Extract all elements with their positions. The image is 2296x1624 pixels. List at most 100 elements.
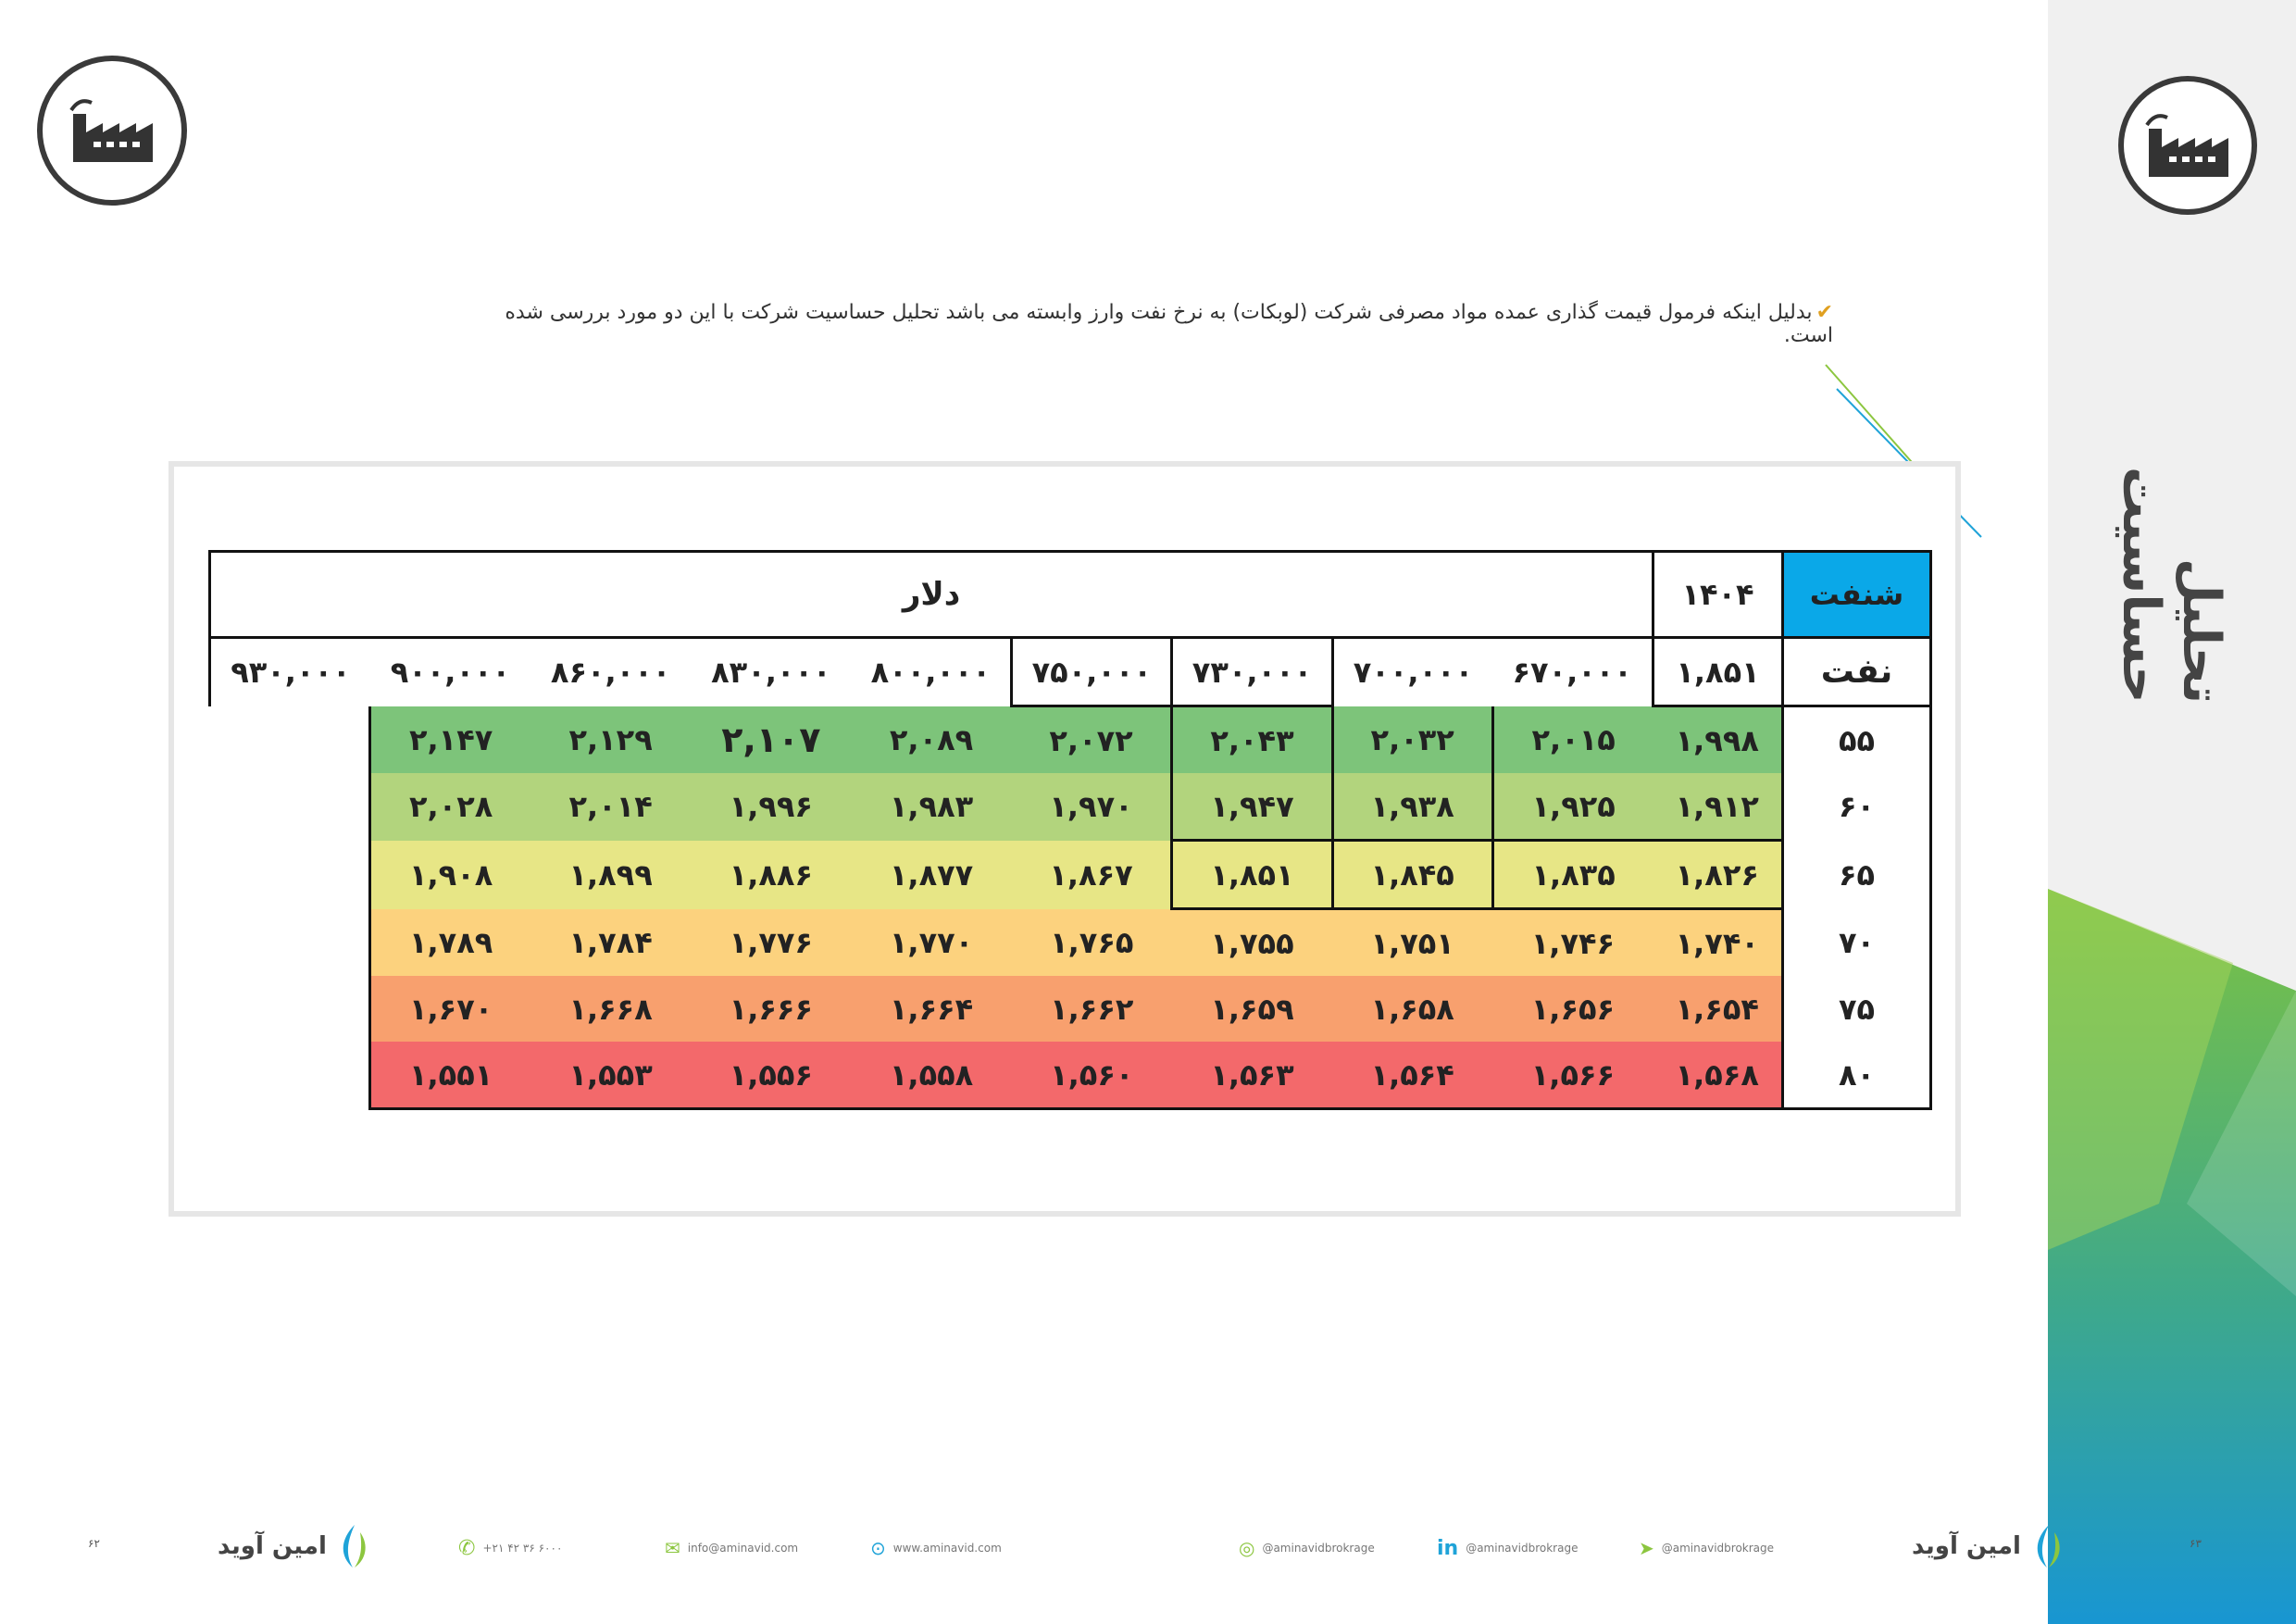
sensitivity-table: شنفت ۱۴۰۴ دلار نفت ۱,۸۵۱ ۶۷۰,۰۰۰ ۷۰۰,۰۰۰…	[207, 550, 1932, 1110]
telegram-contact: ➤ @aminavidbrokrage	[1639, 1537, 1774, 1559]
base-value-cell: ۱,۸۵۱	[1652, 636, 1784, 707]
check-icon: ✔	[1816, 301, 1833, 324]
linkedin-icon: in	[1437, 1536, 1459, 1560]
table-row: ۶۰ ۱,۹۱۲ ۱,۹۲۵ ۱,۹۳۸ ۱,۹۴۷ ۱,۹۷۰ ۱,۹۸۳ ۱,۹۹۶ ۲,۰…	[210, 773, 1932, 841]
instagram-contact: ◎ @aminavidbrokrage	[1239, 1537, 1375, 1559]
table-cell: ۱,۵۶۸	[1653, 1042, 1783, 1110]
table-cell: ۱,۶۶۴	[851, 976, 1012, 1042]
table-cell: ۱,۷۴۰	[1653, 908, 1783, 976]
table-cell: ۱,۸۲۶	[1653, 839, 1784, 910]
section-title: تحلیل حساسیت	[2111, 467, 2231, 704]
factory-icon	[2145, 114, 2228, 177]
phone-text: +۲۱ ۴۲ ۳۶ ۶۰۰۰	[482, 1542, 563, 1555]
table-cell: ۱,۷۸۴	[530, 908, 692, 976]
table-cell: ۱,۷۷۰	[851, 908, 1012, 976]
mail-icon: ✉	[665, 1537, 680, 1559]
column-header-row: نفت ۱,۸۵۱ ۶۷۰,۰۰۰ ۷۰۰,۰۰۰ ۷۳۰,۰۰۰ ۷۵۰,۰۰…	[207, 636, 1932, 707]
column-header: ۹۳۰,۰۰۰	[207, 636, 370, 706]
phone-icon: ✆	[458, 1536, 476, 1560]
table-cell: ۱,۹۸۳	[851, 773, 1012, 841]
table-cell: ۱,۸۸۶	[691, 840, 852, 909]
brand-name: امین آوید	[218, 1532, 327, 1560]
column-header: ۷۰۰,۰۰۰	[1332, 636, 1493, 706]
table-cell: ۲,۰۴۳	[1170, 706, 1334, 773]
table-cell: ۱,۹۱۲	[1653, 773, 1783, 841]
table-cell: ۱,۹۳۸	[1330, 773, 1494, 841]
table-header-row: شنفت ۱۴۰۴ دلار	[208, 550, 1932, 639]
brand-logo-left: امین آوید	[218, 1523, 371, 1569]
table-cell: ۱,۹۹۸	[1653, 706, 1783, 773]
year-cell: ۱۴۰۴	[1652, 550, 1784, 639]
mouse-icon: ⊙	[870, 1537, 886, 1559]
table-cell: ۱,۶۵۶	[1492, 976, 1653, 1042]
page-number-right: ۶۳	[2190, 1537, 2202, 1550]
phone-contact: ✆ +۲۱ ۴۲ ۳۶ ۶۰۰۰	[458, 1536, 563, 1560]
table-cell: ۱,۷۵۵	[1171, 908, 1333, 976]
table-cell: ۱,۸۳۵	[1492, 839, 1653, 910]
table-cell: ۱,۵۵۶	[691, 1042, 852, 1110]
table-row: ۶۵ ۱,۸۲۶ ۱,۸۳۵ ۱,۸۴۵ ۱,۸۵۱ ۱,۸۶۷ ۱,۸۷۷ ۱,۸۸۶ ۱,۸…	[210, 839, 1932, 910]
brand-icon	[2037, 1525, 2060, 1568]
telegram-text[interactable]: @aminavidbrokrage	[1661, 1542, 1775, 1555]
table-cell: ۱,۸۷۷	[851, 840, 1012, 909]
column-header: ۸۰۰,۰۰۰	[851, 636, 1012, 706]
column-header: ۸۶۰,۰۰۰	[530, 636, 692, 706]
intro-paragraph: ✔بدلیل اینکه فرمول قیمت گذاری عمده مواد …	[491, 301, 1833, 347]
table-cell: ۱,۵۵۸	[851, 1042, 1012, 1110]
column-group-label: دلار	[208, 550, 1654, 639]
page-number-left: ۶۲	[88, 1537, 100, 1550]
table-cell: ۲,۱۲۹	[530, 706, 692, 773]
table-cell: ۱,۵۵۱	[368, 1042, 530, 1110]
linkedin-contact: in @aminavidbrokrage	[1437, 1536, 1578, 1560]
table-cell: ۲,۰۳۲	[1330, 706, 1494, 773]
table-row: ۵۵ ۱,۹۹۸ ۲,۰۱۵ ۲,۰۳۲ ۲,۰۴۳ ۲,۰۷۲ ۲,۰۸۹ ۲,۱۰۷ ۲,۱…	[210, 705, 1932, 773]
brand-logo-right: امین آوید	[1912, 1523, 2065, 1569]
table-cell: ۲,۰۸۹	[851, 706, 1012, 773]
table-cell: ۲,۰۲۸	[368, 773, 530, 841]
sidebar-gradient-decoration	[2048, 889, 2296, 1624]
table-cell: ۱,۷۵۱	[1332, 908, 1493, 976]
brand-name: امین آوید	[1912, 1532, 2021, 1560]
row-label: ۸۰	[1781, 1042, 1932, 1110]
table-cell: ۱,۵۶۶	[1492, 1042, 1653, 1110]
instagram-text[interactable]: @aminavidbrokrage	[1262, 1542, 1375, 1555]
instagram-icon: ◎	[1239, 1537, 1255, 1559]
table-cell: ۱,۶۶۶	[691, 976, 852, 1042]
row-label: ۷۰	[1781, 908, 1932, 976]
table-cell: ۱,۶۶۸	[530, 976, 692, 1042]
column-header: ۸۳۰,۰۰۰	[691, 636, 852, 706]
table-cell: ۱,۸۹۹	[530, 840, 692, 909]
table-cell: ۱,۸۴۵	[1330, 839, 1494, 910]
website-text[interactable]: www.aminavid.com	[892, 1542, 1002, 1555]
factory-logo-right	[2118, 76, 2257, 215]
row-label: ۶۰	[1781, 773, 1932, 841]
row-label: ۵۵	[1781, 705, 1932, 773]
table-cell: ۱,۵۵۳	[530, 1042, 692, 1110]
table-cell: ۱,۶۷۰	[368, 976, 530, 1042]
row-group-label: نفت	[1781, 636, 1932, 707]
table-cell: ۱,۹۹۶	[691, 773, 852, 841]
factory-logo-left	[37, 56, 187, 206]
website-contact: ⊙ www.aminavid.com	[870, 1537, 1002, 1559]
table-cell: ۲,۰۱۵	[1492, 706, 1653, 773]
table-cell: ۲,۰۷۲	[1011, 706, 1172, 773]
table-cell: ۱,۶۵۴	[1653, 976, 1783, 1042]
brand-icon	[343, 1525, 366, 1568]
table-row: ۷۵ ۱,۶۵۴ ۱,۶۵۶ ۱,۶۵۸ ۱,۶۵۹ ۱,۶۶۲ ۱,۶۶۴ ۱,۶۶۶ ۱,۶…	[210, 976, 1932, 1042]
factory-icon	[69, 99, 153, 162]
linkedin-text[interactable]: @aminavidbrokrage	[1466, 1542, 1578, 1555]
table-cell: ۱,۵۶۳	[1171, 1042, 1333, 1110]
table-cell: ۱,۹۰۸	[368, 840, 530, 909]
table-cell: ۱,۹۲۵	[1492, 773, 1653, 841]
table-cell: ۱,۹۴۷	[1170, 773, 1334, 841]
table-cell: ۱,۵۶۴	[1332, 1042, 1493, 1110]
table-cell: ۱,۷۴۶	[1492, 908, 1653, 976]
row-label: ۷۵	[1781, 976, 1932, 1042]
email-contact: ✉ info@aminavid.com	[665, 1537, 798, 1559]
email-text[interactable]: info@aminavid.com	[687, 1542, 799, 1555]
column-header: ۹۰۰,۰۰۰	[369, 636, 530, 706]
table-cell: ۱,۸۵۱	[1170, 839, 1334, 910]
column-header: ۷۵۰,۰۰۰	[1010, 636, 1174, 707]
table-cell: ۱,۶۵۹	[1171, 976, 1333, 1042]
row-label: ۶۵	[1781, 840, 1932, 909]
